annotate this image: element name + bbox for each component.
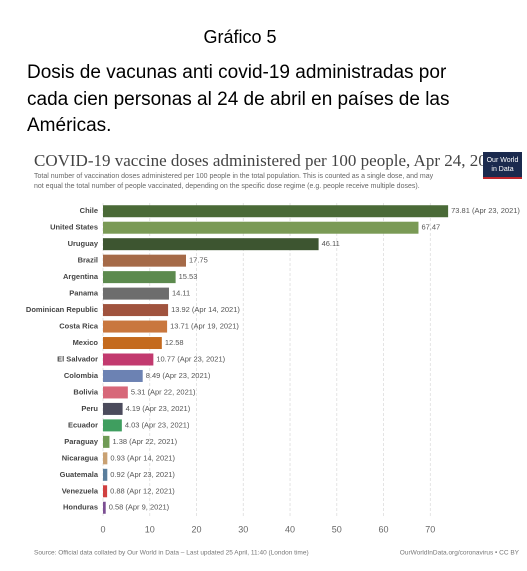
logo [483,152,522,179]
value-label: 67.47 [421,223,440,232]
bar [103,369,143,382]
figure-label: Gráfico 5 [203,27,276,47]
y-tick-label: Ecuador [68,420,98,429]
y-tick-label: United States [50,223,98,232]
y-tick-label: Honduras [63,503,98,512]
value-label: 0.93 (Apr 14, 2021) [110,453,175,462]
bar [103,468,108,481]
bar [103,452,108,465]
value-label: 12.58 [165,338,184,347]
y-tick-label: Uruguay [68,239,99,248]
bar [103,304,169,317]
y-tick-label: Chile [80,206,98,215]
y-tick-label: Brazil [78,256,98,265]
y-tick-label: Argentina [63,272,99,281]
value-label: 13.71 (Apr 19, 2021) [170,322,239,331]
value-label: 13.92 (Apr 14, 2021) [171,305,240,314]
bar [103,287,169,300]
y-tick-label: Venezuela [62,486,99,495]
y-tick-label: Colombia [64,371,99,380]
y-tick-label: El Salvador [57,354,98,363]
bar [103,271,176,284]
caption-line: cada cien personas al 24 de abril en paí… [27,89,450,110]
bar [103,386,128,399]
bar [103,419,122,432]
logo-text: Our World [487,157,519,164]
bar [103,485,108,498]
caption-line: Américas. [27,115,111,136]
x-tick-label: 60 [379,524,389,534]
bar [103,353,154,366]
value-label: 0.92 (Apr 23, 2021) [110,470,175,479]
bar [103,320,168,333]
bar [103,402,123,415]
bar [103,337,162,350]
chart-title: COVID-19 vaccine doses administered per … [34,151,504,170]
y-tick-label: Panama [69,289,99,298]
y-tick-label: Costa Rica [59,322,99,331]
value-label: 1.38 (Apr 22, 2021) [112,437,177,446]
bar [103,435,110,448]
value-label: 5.31 (Apr 22, 2021) [131,387,196,396]
bar [103,205,449,218]
y-tick-label: Dominican Republic [26,305,98,314]
source: Source: Official data collated by Our Wo… [34,550,309,557]
value-label: 14.11 [172,289,190,298]
y-tick-label: Paraguay [64,437,99,446]
logo-text: in Data [491,166,513,173]
bar [103,238,319,251]
value-label: 17.75 [189,256,208,265]
bar [103,501,106,514]
value-label: 73.81 (Apr 23, 2021) [451,206,520,215]
logo-stripe [483,177,522,179]
value-label: 4.19 (Apr 23, 2021) [126,404,191,413]
x-tick-label: 0 [100,524,105,534]
y-tick-label: Nicaragua [62,453,99,462]
x-tick-label: 50 [332,524,342,534]
x-tick-label: 10 [145,524,155,534]
value-label: 0.88 (Apr 12, 2021) [110,486,175,495]
value-label: 0.58 (Apr 9, 2021) [109,503,170,512]
value-label: 8.49 (Apr 23, 2021) [146,371,211,380]
x-tick-label: 30 [238,524,248,534]
x-tick-label: 20 [192,524,202,534]
value-label: 46.11 [322,239,340,248]
value-label: 10.77 (Apr 23, 2021) [156,354,225,363]
y-tick-label: Guatemala [60,470,99,479]
caption-line: Dosis de vacunas anti covid-19 administr… [27,62,447,83]
x-tick-label: 40 [285,524,295,534]
y-tick-label: Mexico [73,338,99,347]
bar [103,221,419,234]
value-label: 15.53 [179,272,198,281]
x-tick-label: 70 [425,524,435,534]
credit: OurWorldInData.org/coronavirus • CC BY [400,550,520,557]
y-tick-label: Bolivia [73,387,98,396]
chart-subtitle: not equal the total number of people vac… [34,183,420,190]
chart-subtitle: Total number of vaccination doses admini… [34,173,434,180]
y-tick-label: Peru [81,404,98,413]
value-label: 4.03 (Apr 23, 2021) [125,420,190,429]
bar [103,254,186,267]
